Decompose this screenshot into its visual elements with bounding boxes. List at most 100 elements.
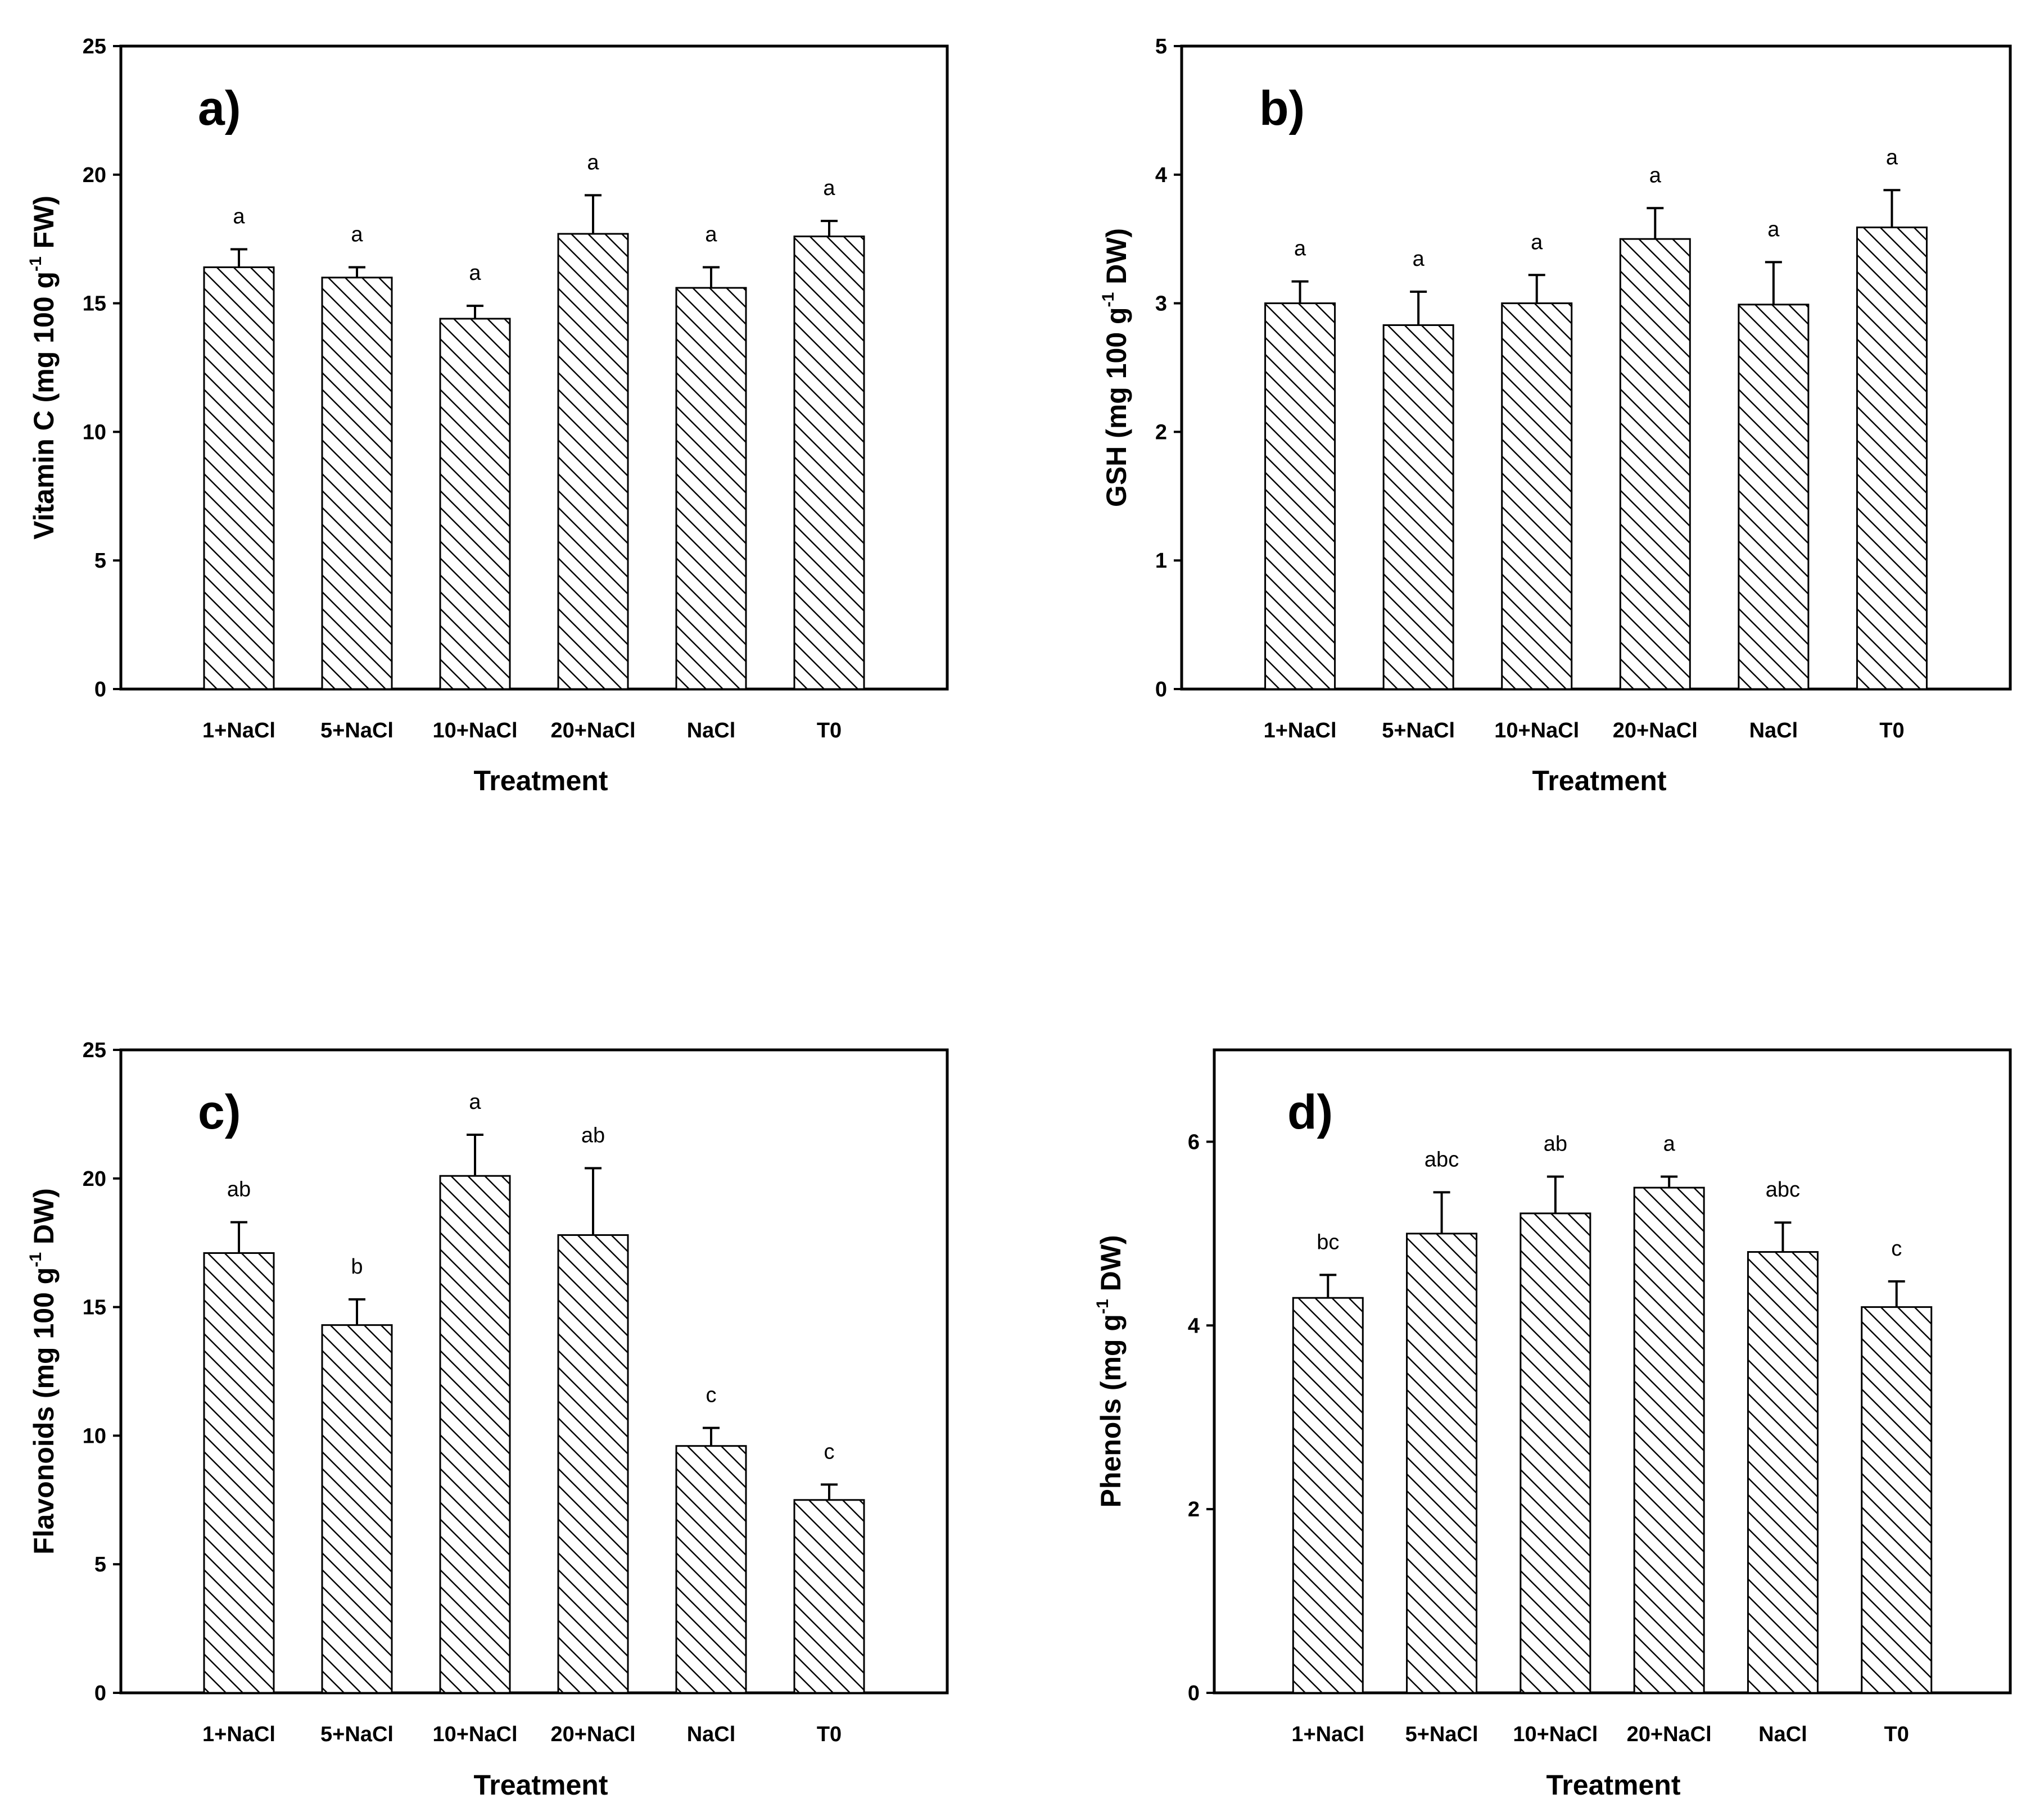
- category-label: NaCl: [1758, 1723, 1807, 1746]
- significance-letters: a a a a a a: [1294, 146, 1898, 271]
- bar: [675, 1445, 747, 1694]
- significance-letter: a: [1413, 247, 1425, 271]
- x-axis-label: Treatment: [1532, 765, 1667, 796]
- bars: [1264, 189, 1928, 690]
- significance-letter: a: [1886, 146, 1898, 169]
- bars: [203, 194, 865, 690]
- category-label: 10+NaCl: [432, 719, 517, 742]
- significance-letter: a: [1767, 218, 1780, 241]
- y-axis-label-text: GSH (mg 100 g: [1101, 307, 1132, 507]
- y-tick-label: 0: [94, 1682, 106, 1705]
- y-tick-label: 4: [1188, 1314, 1200, 1338]
- category-label: 1+NaCl: [202, 719, 275, 742]
- category-label: 1+NaCl: [202, 1723, 275, 1746]
- y-tick-label: 10: [83, 420, 106, 444]
- category-label: 20+NaCl: [1627, 1723, 1712, 1746]
- bar: [1738, 303, 1810, 690]
- category-labels: 1+NaCl 5+NaCl 10+NaCl 20+NaCl NaCl T0: [202, 719, 842, 742]
- bar: [439, 318, 511, 690]
- category-label: 5+NaCl: [320, 719, 394, 742]
- y-axis-label-text: Flavonoids (mg 100 g: [28, 1267, 60, 1555]
- category-labels: 1+NaCl 5+NaCl 10+NaCl 20+NaCl NaCl T0: [1291, 1723, 1909, 1746]
- bar: [1292, 1297, 1364, 1694]
- plot-frame: [119, 1048, 949, 1695]
- bar: [1861, 1306, 1933, 1694]
- y-tick-label: 5: [1155, 35, 1167, 58]
- y-axis-label-superscript: -1: [1099, 292, 1118, 307]
- y-tick-label: 20: [83, 1167, 106, 1191]
- significance-letter: abc: [1425, 1148, 1459, 1171]
- bar: [1382, 324, 1454, 690]
- y-tick-label: 10: [83, 1424, 106, 1448]
- y-axis-label: Phenols (mg g-1 DW): [1093, 1235, 1127, 1508]
- significance-letter: c: [1891, 1237, 1902, 1261]
- bar: [439, 1175, 511, 1694]
- x-axis-label: Treatment: [474, 765, 608, 796]
- bar: [203, 266, 275, 690]
- y-tick-label: 25: [83, 1039, 106, 1062]
- bar: [321, 277, 393, 690]
- bars: [203, 1134, 865, 1694]
- category-label: 10+NaCl: [1494, 719, 1579, 742]
- y-tick-label: 0: [1155, 678, 1167, 701]
- category-label: 5+NaCl: [1382, 719, 1455, 742]
- bar: [557, 1234, 629, 1694]
- y-axis-label-unit: FW): [28, 196, 60, 256]
- significance-letter: a: [1663, 1132, 1676, 1156]
- significance-letter: a: [233, 205, 245, 229]
- significance-letter: bc: [1317, 1230, 1339, 1254]
- y-tick-label: 3: [1155, 292, 1167, 316]
- significance-letter: a: [469, 261, 481, 285]
- y-axis-label-unit: DW): [1101, 228, 1132, 292]
- chart-gsh: 0 1 2 3 4 5 a a a a a a 1+NaCl 5+NaCl 10+NaCl 20+NaCl…: [1099, 35, 2012, 796]
- category-labels: 1+NaCl 5+NaCl 10+NaCl 20+NaCl NaCl T0: [202, 1723, 842, 1746]
- y-tick-label: 0: [1188, 1682, 1200, 1705]
- significance-letter: a: [351, 223, 363, 247]
- bar: [203, 1252, 275, 1694]
- significance-letter: ab: [581, 1124, 605, 1147]
- panel-label: c): [198, 1085, 241, 1139]
- y-axis-label-unit: DW): [28, 1188, 60, 1252]
- y-axis-ticks: 0 5 10 15 20 25: [83, 35, 121, 701]
- plot-frame: [119, 44, 949, 691]
- category-label: T0: [817, 719, 842, 742]
- y-axis-ticks: 0 5 10 15 20 25: [83, 1039, 121, 1705]
- category-label: 5+NaCl: [1405, 1723, 1478, 1746]
- bar: [1501, 302, 1573, 690]
- category-label: T0: [1879, 719, 1904, 742]
- x-axis-label: Treatment: [474, 1769, 608, 1801]
- category-label: 10+NaCl: [1513, 1723, 1598, 1746]
- significance-letter: a: [823, 176, 835, 200]
- plot-frame: [1213, 1048, 2012, 1695]
- y-axis-label-superscript: -1: [1093, 1299, 1112, 1314]
- bar: [1520, 1212, 1591, 1694]
- category-label: T0: [1884, 1723, 1909, 1746]
- bar: [793, 1499, 865, 1694]
- y-axis-ticks: 0 1 2 3 4 5: [1155, 35, 1182, 701]
- category-label: NaCl: [1749, 719, 1798, 742]
- significance-letter: ab: [227, 1178, 251, 1202]
- bar: [1619, 238, 1691, 690]
- panel-label: a): [198, 81, 241, 135]
- category-label: 20+NaCl: [1613, 719, 1698, 742]
- bar: [1406, 1233, 1478, 1694]
- y-tick-label: 2: [1155, 420, 1167, 444]
- y-tick-label: 25: [83, 35, 106, 58]
- bar: [557, 233, 629, 690]
- y-axis-label: GSH (mg 100 g-1 DW): [1099, 228, 1132, 507]
- significance-letter: c: [706, 1384, 717, 1407]
- significance-letter: a: [1649, 164, 1662, 187]
- y-tick-label: 5: [94, 549, 106, 573]
- panel-label: b): [1259, 81, 1305, 135]
- category-label: 1+NaCl: [1291, 1723, 1364, 1746]
- bar: [1633, 1186, 1705, 1694]
- significance-letter: abc: [1766, 1178, 1800, 1202]
- significance-letter: a: [469, 1090, 481, 1114]
- significance-letters: ab b a ab c c: [227, 1090, 835, 1464]
- bar: [1747, 1251, 1819, 1694]
- y-tick-label: 5: [94, 1553, 106, 1577]
- y-tick-label: 4: [1155, 164, 1167, 187]
- significance-letters: bc abc ab a abc c: [1317, 1132, 1902, 1261]
- bar: [675, 287, 747, 690]
- y-axis-label: Flavonoids (mg 100 g-1 DW): [26, 1188, 60, 1555]
